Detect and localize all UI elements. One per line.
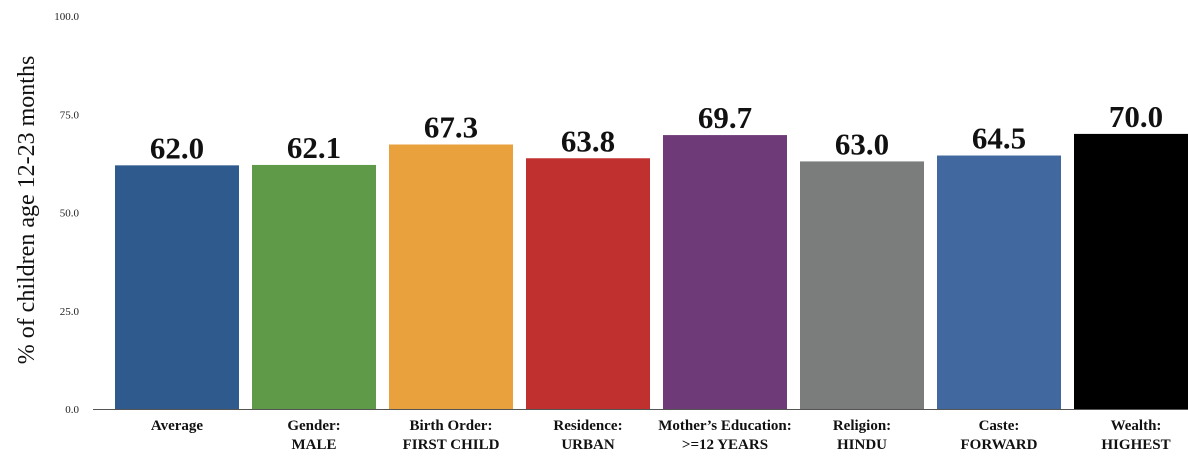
- y-tick-label: 100.0: [54, 11, 79, 23]
- value-labels: 62.0 62.1 67.3 63.8 69.7 63.0 64.5 70.0: [150, 99, 1163, 165]
- y-axis: 0.0 25.0 50.0 75.0 100.0: [54, 11, 79, 416]
- bar: [1074, 133, 1188, 409]
- x-tick-label: Average: [151, 418, 204, 434]
- bar: [115, 165, 239, 409]
- bar-value-label: 62.0: [150, 130, 204, 165]
- bar: [937, 155, 1061, 409]
- bar: [663, 135, 787, 410]
- x-tick-label: Gender: MALE: [287, 418, 340, 453]
- y-axis-title: % of children age 12-23 months: [14, 56, 40, 365]
- y-tick-label: 50.0: [60, 208, 80, 220]
- bar-value-label: 63.8: [561, 123, 615, 158]
- x-tick-label: Mother’s Education: >=12 YEARS: [658, 418, 791, 453]
- y-tick-label: 0.0: [65, 404, 79, 416]
- bars: [115, 133, 1188, 410]
- x-tick-label: Caste: FORWARD: [961, 418, 1038, 453]
- x-axis-labels: Average Gender: MALE Birth Order: FIRST CHIL…: [151, 418, 1171, 453]
- x-tick-label: Wealth: HIGHEST: [1101, 418, 1170, 453]
- bar: [526, 158, 650, 409]
- bar-value-label: 62.1: [287, 130, 341, 165]
- bar: [389, 144, 513, 410]
- x-tick-label: Religion: HINDU: [833, 418, 891, 453]
- x-tick-label: Residence: URBAN: [553, 418, 622, 453]
- bar: [252, 164, 376, 409]
- y-tick-label: 75.0: [60, 109, 80, 121]
- x-tick-label: Birth Order: FIRST CHILD: [403, 418, 500, 453]
- bar-value-label: 70.0: [1109, 99, 1163, 134]
- bar-value-label: 67.3: [424, 110, 478, 145]
- bar-value-label: 64.5: [972, 121, 1026, 156]
- bar-value-label: 63.0: [835, 126, 889, 161]
- bar-value-label: 69.7: [698, 100, 752, 135]
- y-tick-label: 25.0: [60, 306, 80, 318]
- bar: [800, 161, 924, 409]
